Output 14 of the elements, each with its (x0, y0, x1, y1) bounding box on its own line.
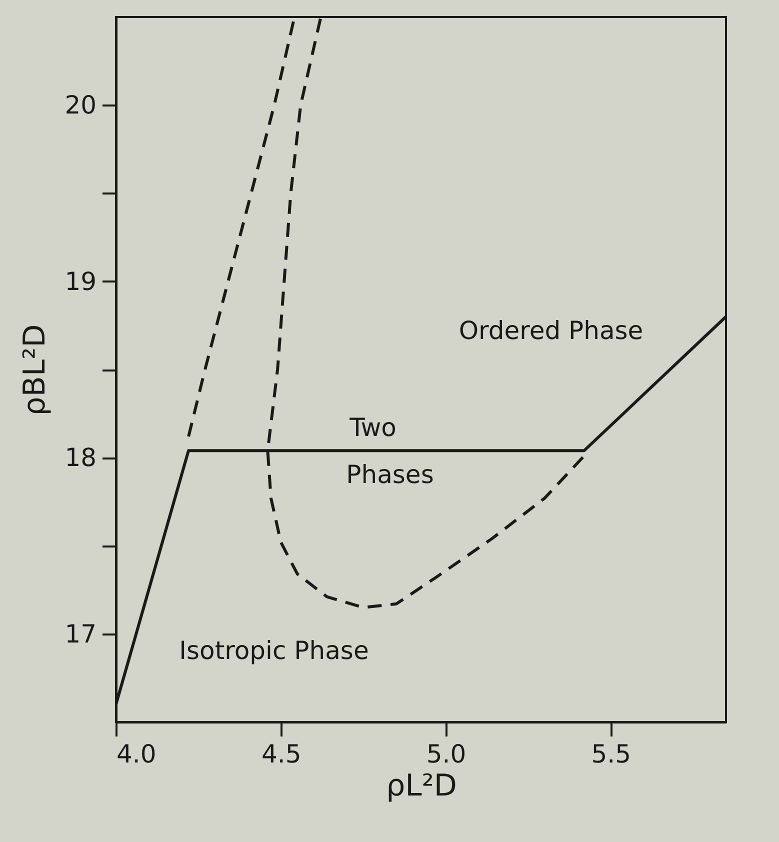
annotation: Isotropic Phase (179, 636, 369, 665)
annotation: Two (348, 413, 396, 442)
y-tick-label: 19 (64, 266, 96, 296)
x-tick-label: 5.0 (426, 740, 466, 768)
y-tick-label: 20 (64, 90, 96, 120)
annotation: Ordered Phase (458, 316, 644, 345)
x-axis-title: ρL²D (386, 768, 457, 804)
y-tick-label: 17 (64, 619, 96, 648)
x-tick-label: 4.0 (116, 740, 156, 768)
y-axis-title: ρBL²D (18, 324, 53, 416)
x-tick-label: 4.5 (261, 740, 302, 768)
y-tick-label: 18 (64, 443, 96, 472)
x-tick-label: 5.5 (591, 740, 631, 768)
annotation: Phases (346, 460, 434, 489)
